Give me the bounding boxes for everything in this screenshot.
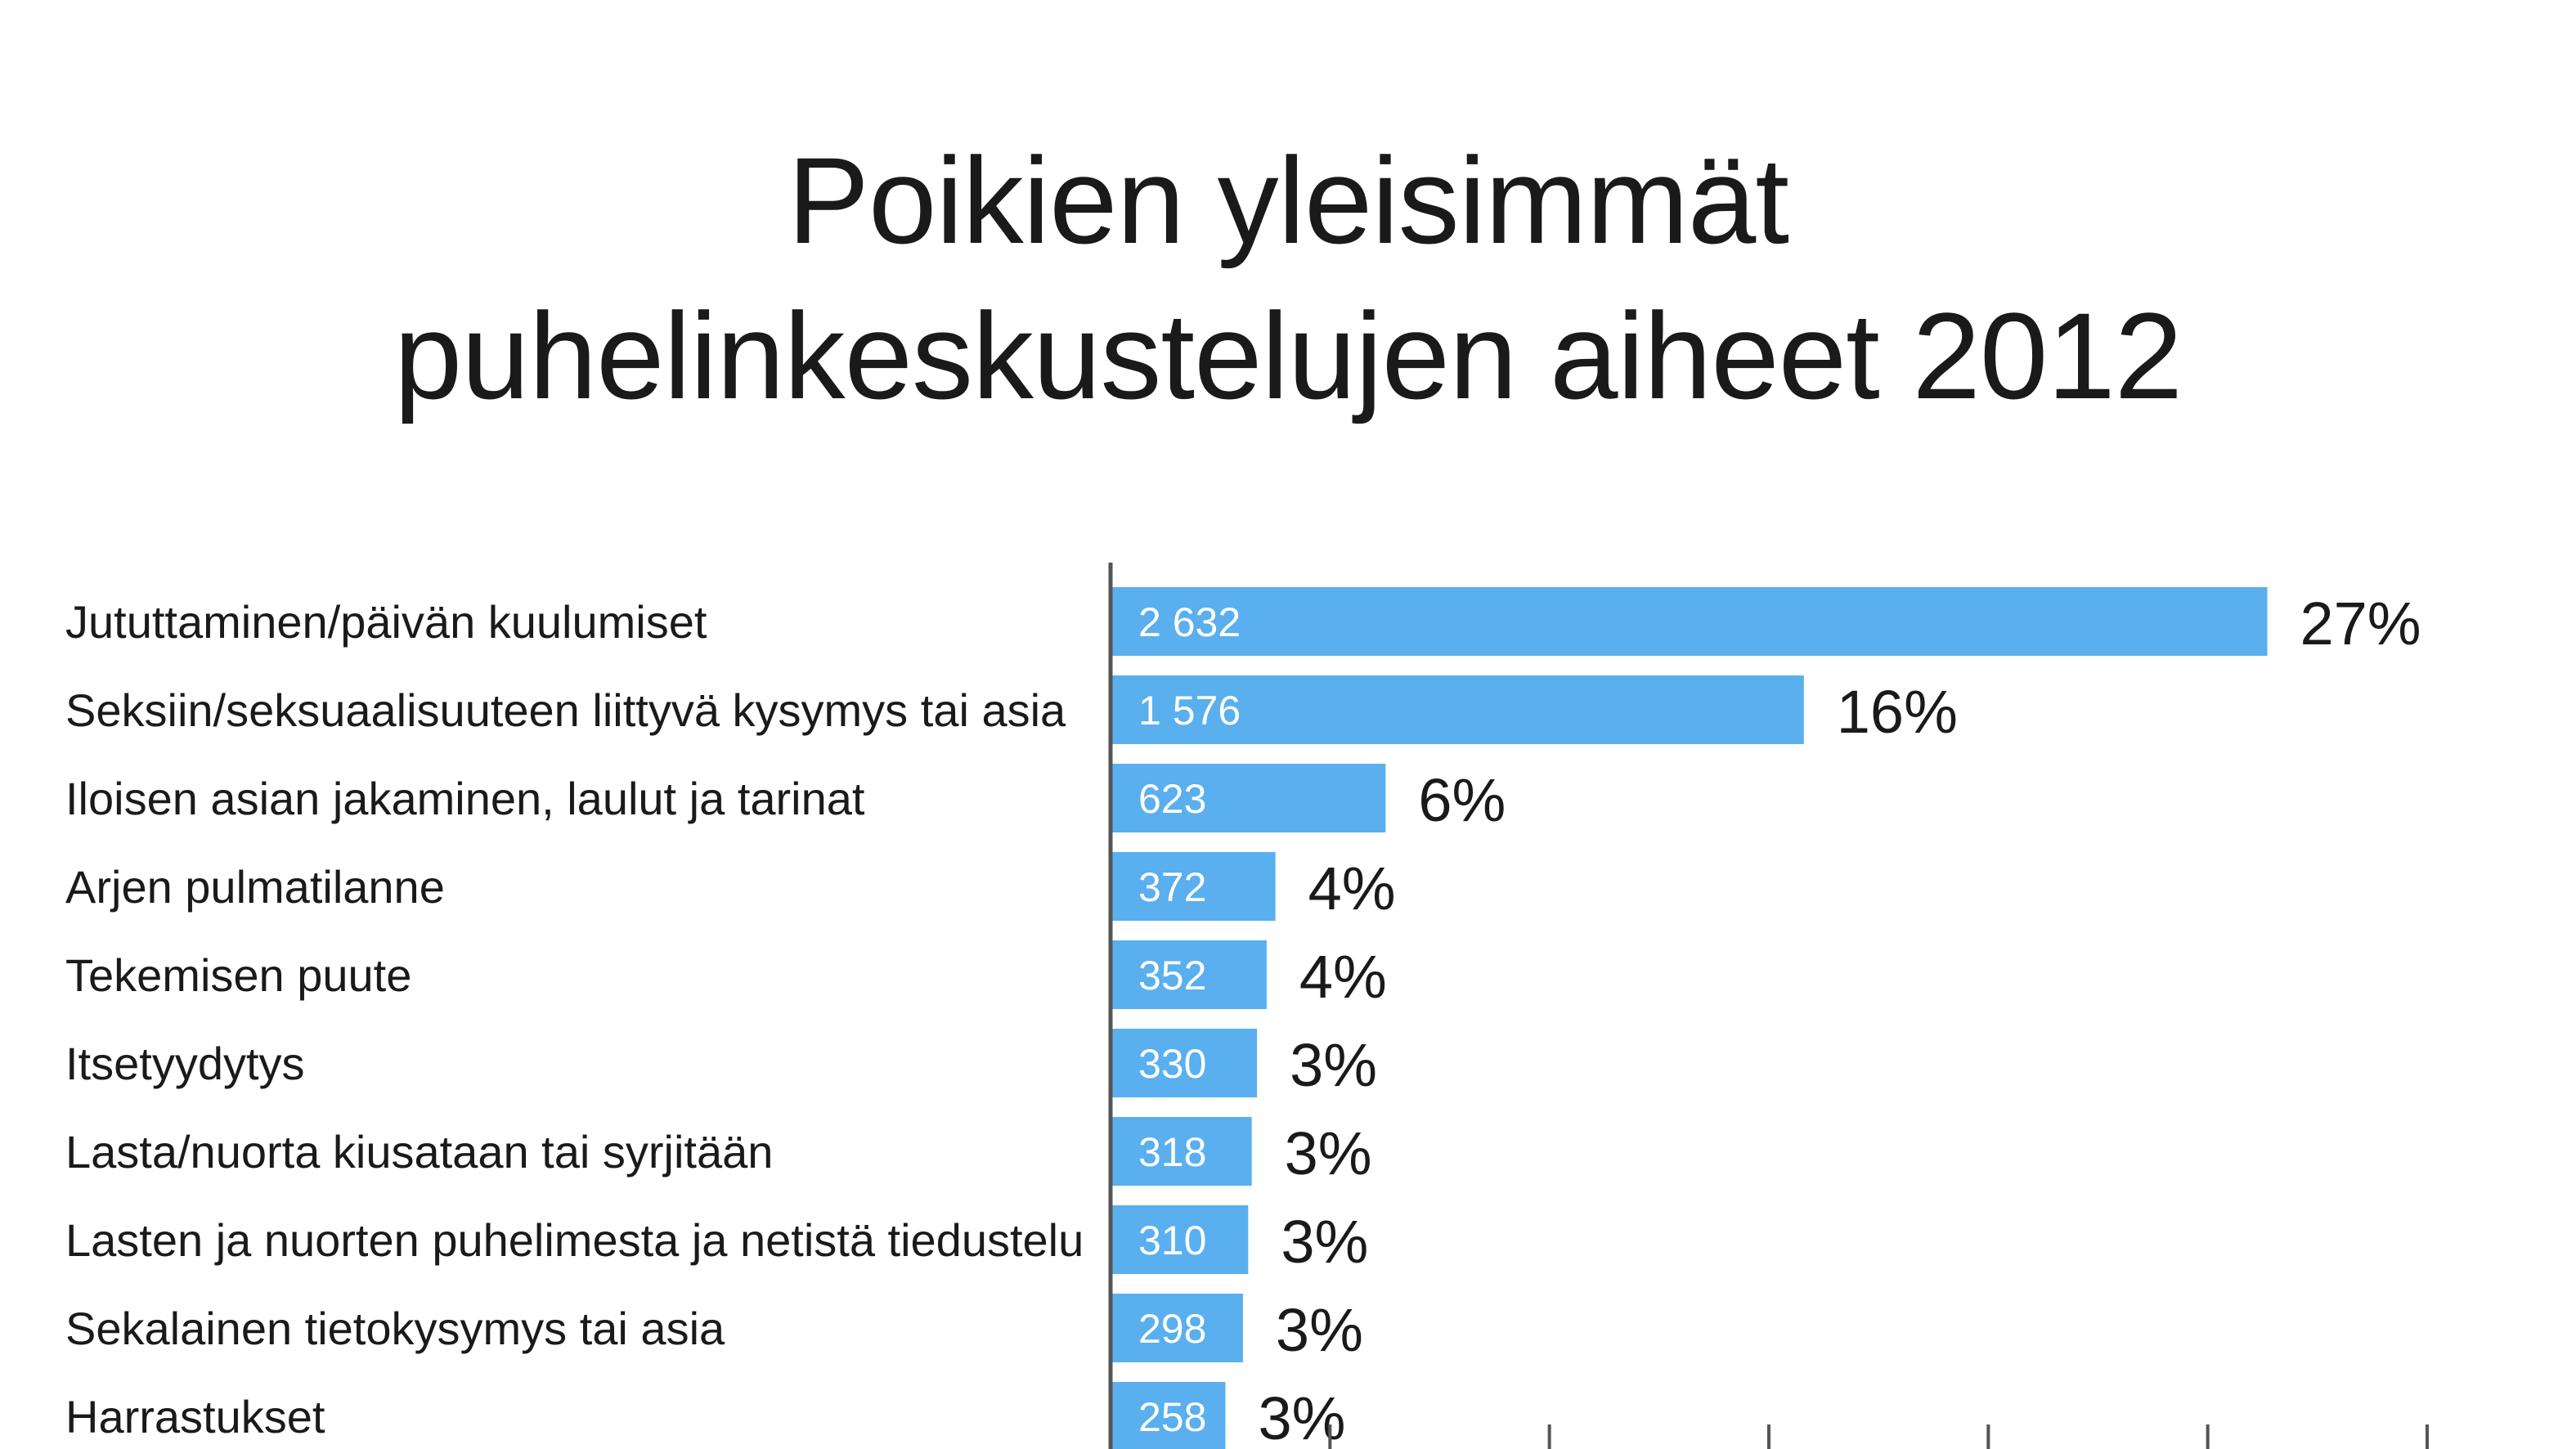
bar-value-label: 352 — [1138, 953, 1206, 998]
category-label: Jututtaminen/päivän kuulumiset — [65, 596, 707, 648]
bars-layer — [1112, 587, 2268, 1449]
bar-percent-label: 4% — [1308, 855, 1396, 922]
bar-percent-label: 3% — [1285, 1119, 1372, 1187]
bar — [1112, 1205, 1249, 1274]
category-label: Tekemisen puute — [65, 949, 411, 1001]
category-label: Lasta/nuorta kiusataan tai syrjitään — [65, 1126, 773, 1178]
bar-percent-label: 3% — [1281, 1208, 1368, 1276]
category-label: Itsetyydytys — [65, 1038, 305, 1089]
bar-value-label: 1 576 — [1138, 688, 1241, 733]
category-label: Arjen pulmatilanne — [65, 861, 445, 913]
bar — [1112, 940, 1267, 1009]
bar — [1112, 1294, 1243, 1362]
bar-value-label: 372 — [1138, 864, 1206, 910]
bar-value-label: 623 — [1138, 776, 1206, 822]
bar-percent-label: 3% — [1276, 1296, 1363, 1364]
category-label: Iloisen asian jakaminen, laulut ja tarin… — [65, 773, 865, 824]
bar-value-label: 330 — [1138, 1041, 1206, 1087]
bar — [1112, 675, 1804, 744]
category-label: Lasten ja nuorten puhelimesta ja netistä… — [65, 1214, 1084, 1266]
category-label: Seksiin/seksuaalisuuteen liittyvä kysymy… — [65, 684, 1066, 736]
bar-value-label: 318 — [1138, 1129, 1206, 1175]
bar-value-label: 310 — [1138, 1218, 1206, 1263]
bar — [1112, 587, 2268, 656]
bar-percent-label: 3% — [1290, 1031, 1377, 1099]
bar-value-label: 2 632 — [1138, 599, 1241, 645]
bar — [1112, 1117, 1252, 1186]
labels-layer: Jututtaminen/päivän kuulumiset 2 632 27% Se… — [65, 590, 2421, 1449]
category-label: Sekalainen tietokysymys tai asia — [65, 1303, 725, 1354]
bar — [1112, 852, 1276, 921]
bar — [1112, 1382, 1226, 1449]
bar-percent-label: 6% — [1418, 766, 1506, 834]
bar-percent-label: 16% — [1837, 678, 1958, 746]
bar-value-label: 298 — [1138, 1306, 1206, 1352]
bar-value-label: 258 — [1138, 1394, 1206, 1440]
bar — [1112, 1029, 1258, 1097]
category-label: Harrastukset — [65, 1391, 325, 1442]
bar-percent-label: 3% — [1258, 1384, 1345, 1449]
bar-percent-label: 4% — [1299, 943, 1387, 1011]
chart-title-line-2: puhelinkeskustelujen aiheet 2012 — [393, 287, 2183, 424]
bar-percent-label: 27% — [2300, 590, 2421, 657]
axis-layer — [1108, 563, 2429, 1449]
bar — [1112, 764, 1386, 832]
chart-title-line-1: Poikien yleisimmät — [787, 132, 1789, 269]
